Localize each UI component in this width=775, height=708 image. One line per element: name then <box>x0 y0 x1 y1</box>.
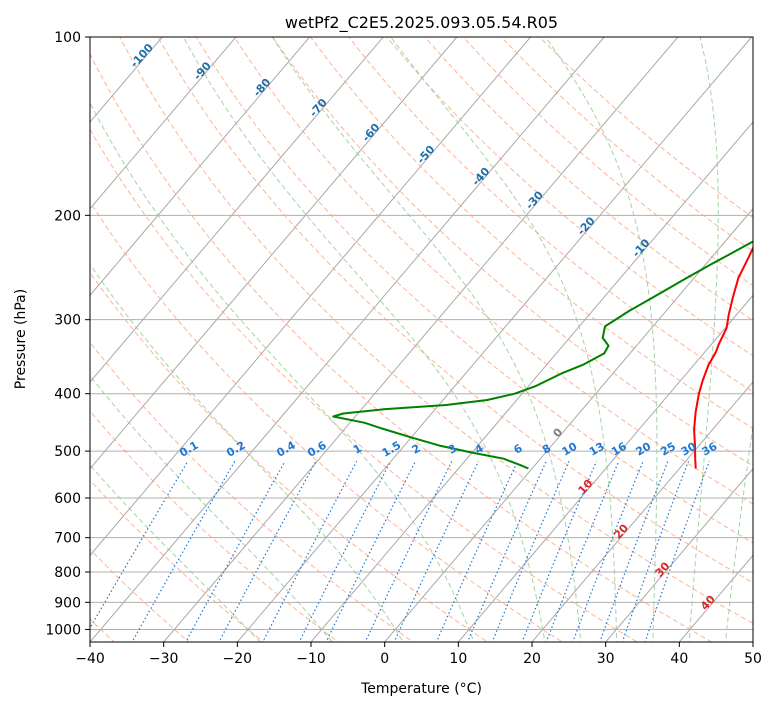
x-tick-label: 30 <box>597 651 615 667</box>
axes: −40 −30 −20 −10 0 10 20 30 40 50 100 200 300 400 500 60… <box>45 30 762 667</box>
moist-adiabat <box>725 422 753 642</box>
moist-adiabat <box>688 37 719 642</box>
x-tick-label: 0 <box>380 651 389 667</box>
isotherm-line <box>90 37 237 210</box>
dry-adiabat <box>90 479 265 642</box>
dry-adiabat <box>271 37 753 467</box>
dry-adiabat <box>90 201 564 642</box>
y-axis-label: Pressure (hPa) <box>13 289 29 389</box>
x-tick-label: 50 <box>744 651 762 667</box>
y-tick-label: 300 <box>54 313 81 329</box>
moist-adiabat <box>390 37 618 642</box>
isotherm-line <box>605 467 753 642</box>
dry-adiabat <box>424 37 753 322</box>
series-group <box>332 240 753 470</box>
mixing-ratio-line <box>262 460 358 642</box>
moist-adiabat <box>90 374 333 642</box>
x-tick-label: 10 <box>449 651 467 667</box>
dry-adiabat <box>386 37 753 357</box>
mixing-ratio-line <box>364 460 453 642</box>
dry-adiabat <box>119 37 753 624</box>
isotherm-line <box>90 37 310 297</box>
mixing-ratio-line <box>393 460 480 642</box>
isotherm-line <box>90 37 384 383</box>
y-tick-label: 900 <box>54 595 81 611</box>
isotherm-line <box>90 37 458 470</box>
y-tick-label: 400 <box>54 387 81 403</box>
isotherm-line <box>236 37 752 642</box>
mixing-ratio-line <box>491 460 570 642</box>
isotherm-line <box>384 207 753 642</box>
x-tick-label: 40 <box>670 651 688 667</box>
y-tick-label: 200 <box>54 208 81 224</box>
dry-adiabat <box>462 37 753 287</box>
moist-adiabat <box>271 37 582 642</box>
mixing-ratio-line <box>599 460 669 642</box>
moist-adiabat <box>182 37 546 642</box>
mixing-ratio-line <box>644 460 710 642</box>
mixing-ratio-line <box>572 460 644 642</box>
x-tick-label: 20 <box>523 651 541 667</box>
y-tick-label: 600 <box>54 491 81 507</box>
mixing-ratio-line <box>90 460 189 630</box>
plot-area <box>90 37 753 642</box>
background-lines <box>90 37 753 642</box>
x-tick-label: −30 <box>149 651 179 667</box>
dry-adiabat <box>90 410 340 642</box>
y-tick-label: 700 <box>54 531 81 547</box>
dry-adiabat <box>90 271 489 642</box>
moist-adiabat <box>90 263 404 642</box>
dry-adiabat <box>90 128 638 642</box>
x-tick-label: −40 <box>75 651 105 667</box>
isotherm-line <box>752 641 753 642</box>
plot-frame <box>89 36 754 643</box>
moist-adiabat <box>545 37 658 642</box>
mixing-ratio-line <box>218 460 317 642</box>
moist-adiabat <box>90 101 475 642</box>
x-axis-label: Temperature (°C) <box>360 681 482 697</box>
chart-title: wetPf2_C2E5.2025.093.05.54.R05 <box>285 13 558 33</box>
isotherm-line <box>457 294 753 642</box>
series-line-0 <box>693 245 753 469</box>
dry-adiabat <box>233 37 753 505</box>
dry-adiabat <box>90 341 414 642</box>
moist-adiabat <box>90 464 261 642</box>
isotherm-line <box>90 37 531 557</box>
mixing-ratio-line <box>521 460 598 642</box>
series-line-1 <box>332 240 753 470</box>
isotherm-line <box>163 37 679 642</box>
isotherm-line <box>531 381 753 642</box>
x-tick-label: −20 <box>223 651 253 667</box>
dry-adiabat <box>90 548 190 642</box>
x-tick-label: −10 <box>296 651 326 667</box>
mixing-ratio-line <box>621 460 690 642</box>
y-tick-label: 100 <box>54 30 81 46</box>
y-tick-label: 1000 <box>45 622 81 638</box>
isotherm-line <box>90 37 605 642</box>
mixing-ratio-line <box>545 460 620 642</box>
y-tick-label: 800 <box>54 565 81 581</box>
y-tick-label: 500 <box>54 444 81 460</box>
dry-adiabat <box>157 37 753 584</box>
